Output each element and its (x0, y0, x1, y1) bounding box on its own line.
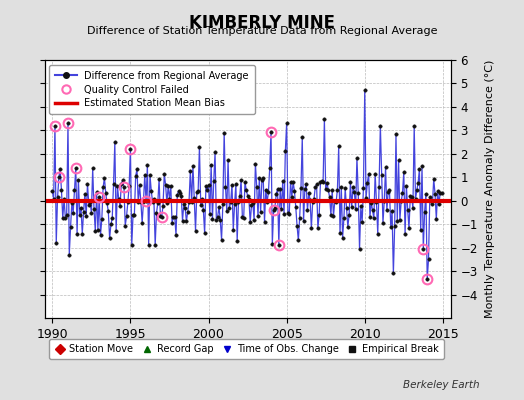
Text: KIMBERLY MINE: KIMBERLY MINE (189, 14, 335, 32)
Text: Berkeley Earth: Berkeley Earth (403, 380, 479, 390)
Legend: Station Move, Record Gap, Time of Obs. Change, Empirical Break: Station Move, Record Gap, Time of Obs. C… (49, 340, 443, 359)
Y-axis label: Monthly Temperature Anomaly Difference (°C): Monthly Temperature Anomaly Difference (… (485, 60, 495, 318)
Legend: Difference from Regional Average, Quality Control Failed, Estimated Station Mean: Difference from Regional Average, Qualit… (49, 65, 255, 114)
Text: Difference of Station Temperature Data from Regional Average: Difference of Station Temperature Data f… (87, 26, 437, 36)
